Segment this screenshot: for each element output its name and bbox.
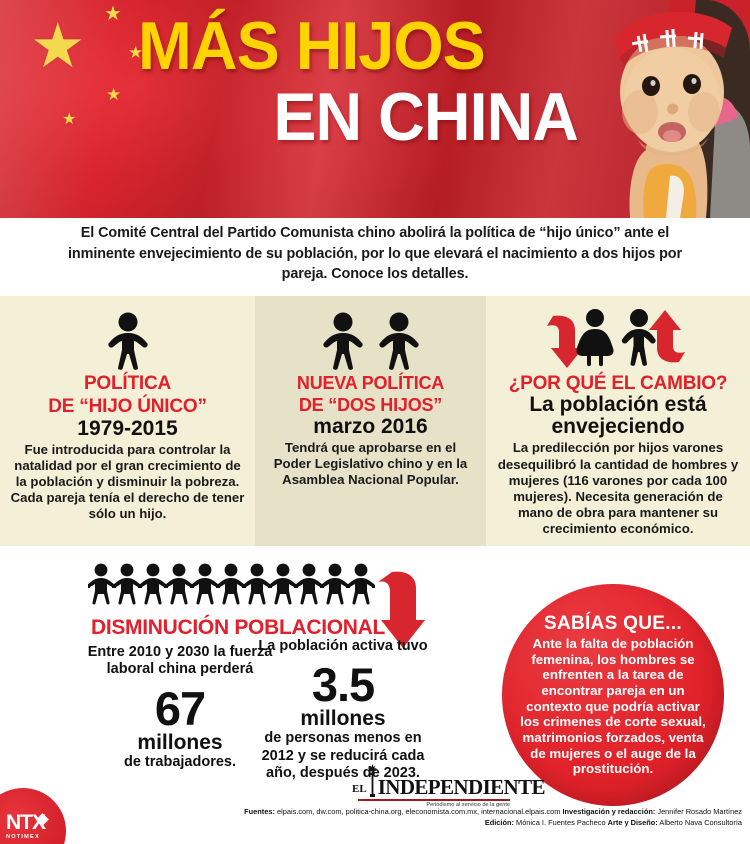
footer-credits: Fuentes: elpais.com, dw.com, politica-ch… [0,806,750,829]
stat-workforce-number: 67 [154,681,206,735]
people-chain-icon [88,563,388,615]
footer-sources-label: Fuentes: [244,807,275,816]
el-independiente-logo: EL INDEPENDIENTE Periodismo al servicio … [352,764,546,808]
panel-one-subheading: 1979-2015 [77,416,178,440]
panel-one-icons [0,308,255,370]
panel-two-icons [255,308,486,370]
panel-two-body: NUEVA POLÍTICA DE “DOS HIJOS” marzo 2016… [255,374,486,488]
star-icon: ★ [62,111,77,128]
star-icon: ★ [30,12,86,81]
person-icon [107,312,148,370]
two-persons-icon [322,312,363,370]
footer-edition-value: Mónica I. Fuentes Pacheco [516,818,606,828]
stat-active-unit: millones [300,707,386,731]
panel-three-text: La predilección por hijos varones desequ… [497,440,739,536]
star-icon: ★ [104,3,122,25]
logo-tagline: Periodismo al servicio de la gente [426,802,510,808]
stat-active-population: La población activa tuvo 3.5 millones de… [258,638,428,783]
arrow-down-icon [378,570,426,655]
footer-edition-label: Edición: [484,818,514,828]
star-icon: ★ [128,43,144,62]
ntx-logo-subtext: NOTIMEX [6,834,40,840]
logo-independiente-text: INDEPENDIENTE [377,775,546,799]
footer-line-credits: Edición: Mónica I. Fuentes Pacheco Arte … [0,817,742,828]
panel-one-child-policy: POLÍTICA DE “HIJO ÚNICO” 1979-2015 Fue i… [0,296,255,546]
panel-why-change: ¿POR QUÉ EL CAMBIO? La población está en… [486,296,750,546]
panel-three-subheading: La población está envejeciendo [529,393,707,439]
statue-icon [367,764,377,798]
panel-two-heading-line1: NUEVA POLÍTICA [296,373,445,393]
panel-one-text: Fue introducida para controlar la natali… [10,441,245,522]
footer-research-label: Investigación y redacción: [562,807,656,816]
decline-title: DISMINUCIÓN POBLACIONAL [90,616,386,639]
stat-active-tail: de personas menos en 2012 y se reducirá … [261,730,425,782]
three-panel-section: POLÍTICA DE “HIJO ÚNICO” 1979-2015 Fue i… [0,296,750,546]
panel-two-text: Tendrá que aprobarse en el Poder Legisla… [273,439,468,487]
hero-banner: ★ ★ ★ ★ ★ [0,0,750,218]
did-you-know-title: SABÍAS QUE... [544,612,682,634]
footer-design-label: Arte y Diseño: [607,818,658,828]
stat-workforce: Entre 2010 y 2030 la fuerza laboral chin… [80,644,280,771]
panel-two-child-policy: NUEVA POLÍTICA DE “DOS HIJOS” marzo 2016… [255,296,486,546]
woman-man-arrows-icon [547,309,685,368]
intro-text: El Comité Central del Partido Comunista … [68,225,682,283]
baby-photo [520,0,750,218]
footer-sources-value: elpais.com, dw.com, politica-china.org, … [276,807,561,816]
did-you-know-text: Ante la falta de población femenina, los… [520,635,706,777]
stat-active-number: 3.5 [311,658,375,712]
panel-two-heading-line2: DE “DOS HIJOS” [298,395,443,416]
hero-title-line1: MÁS HIJOS [138,8,486,84]
footer-design-value: Alberto Nava Consultoría [659,818,742,828]
hero-title: MÁS HIJOS EN CHINA [138,8,579,156]
stat-workforce-unit: millones [137,730,223,754]
star-icon: ★ [106,85,122,104]
intro-section: El Comité Central del Partido Comunista … [0,218,750,290]
logo-el-text: EL [352,783,367,795]
ntx-logo-text: NTX [6,811,46,834]
two-persons-icon [378,312,419,370]
panel-two-subheading: marzo 2016 [313,414,428,438]
panel-one-body: POLÍTICA DE “HIJO ÚNICO” 1979-2015 Fue i… [0,374,255,522]
panel-three-icons [486,308,750,370]
panel-three-body: ¿POR QUÉ EL CAMBIO? La población está en… [486,374,750,537]
hero-title-line2: EN CHINA [273,79,579,156]
stat-active-lead: La población activa tuvo [258,638,428,654]
panel-three-heading-line1: ¿POR QUÉ EL CAMBIO? [508,373,728,394]
did-you-know-badge: SABÍAS QUE... Ante la falta de población… [502,584,724,806]
stat-workforce-lead: Entre 2010 y 2030 la fuerza laboral chin… [87,644,273,678]
stat-workforce-tail: de trabajadores. [123,753,236,770]
footer-line-sources: Fuentes: elpais.com, dw.com, politica-ch… [0,806,742,817]
panel-one-heading-line1: POLÍTICA [83,373,172,394]
logo-rule [358,799,510,801]
footer-research-value: Jennifer Rosado Martínez [657,807,742,816]
panel-one-heading-line2: DE “HIJO ÚNICO” [48,396,207,418]
